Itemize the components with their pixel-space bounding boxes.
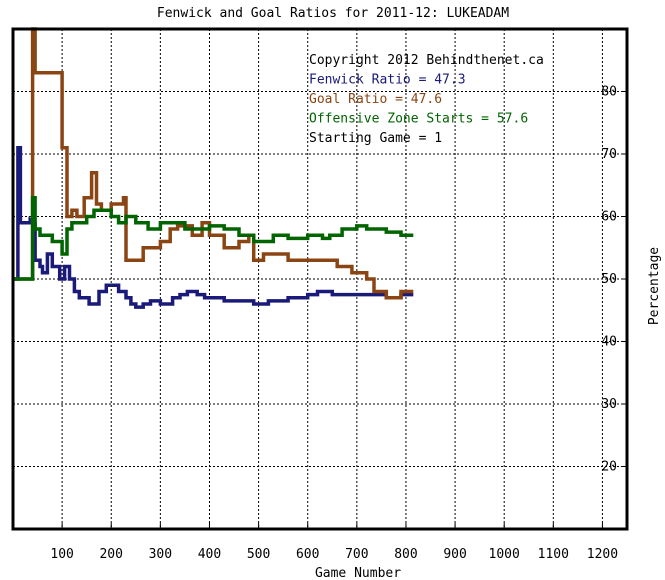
y-tick-label: 40 xyxy=(601,335,617,350)
annotation-line-3: Goal Ratio = 47.6 xyxy=(309,92,442,107)
annotation-legend: Copyright 2012 Behindthenet.ca Fenwick Ra… xyxy=(309,53,544,146)
x-tick-label: 200 xyxy=(99,547,122,562)
y-tick-labels: 20 30 40 50 60 70 80 xyxy=(601,85,617,475)
x-tick-label: 400 xyxy=(198,547,221,562)
x-tick-label: 800 xyxy=(394,547,417,562)
x-tick-label: 900 xyxy=(443,547,466,562)
x-tick-label: 1200 xyxy=(587,547,618,562)
annotation-line-4: Offensive Zone Starts = 57.6 xyxy=(309,112,528,127)
chart-title: Fenwick and Goal Ratios for 2011-12: LUK… xyxy=(157,6,509,21)
annotation-line-2: Fenwick Ratio = 47.3 xyxy=(309,73,466,88)
y-tick-label: 70 xyxy=(601,147,617,162)
series-line-2 xyxy=(13,27,414,300)
x-tick-label: 300 xyxy=(149,547,172,562)
x-tick-label: 600 xyxy=(296,547,319,562)
annotation-line-5: Starting Game = 1 xyxy=(309,131,442,146)
series-line-1 xyxy=(13,146,414,309)
y-axis-label: Percentage xyxy=(647,247,662,325)
x-axis-label: Game Number xyxy=(315,566,401,580)
y-tick-label: 20 xyxy=(601,460,617,475)
x-tick-label: 700 xyxy=(345,547,368,562)
y-tick-label: 50 xyxy=(601,272,617,287)
y-tick-label: 80 xyxy=(601,85,617,100)
x-tick-label: 500 xyxy=(247,547,270,562)
y-tick-label: 30 xyxy=(601,397,617,412)
annotation-line-1: Copyright 2012 Behindthenet.ca xyxy=(309,53,544,68)
series-layer xyxy=(13,27,414,309)
x-tick-label: 1100 xyxy=(538,547,569,562)
plot-frame xyxy=(11,27,629,531)
x-tick-label: 1000 xyxy=(489,547,520,562)
series-line-3 xyxy=(13,196,414,281)
y-tick-label: 60 xyxy=(601,210,617,225)
x-tick-labels: 100 200 300 400 500 600 700 800 900 1000 1100 1200 xyxy=(50,547,618,562)
x-tick-label: 100 xyxy=(50,547,73,562)
